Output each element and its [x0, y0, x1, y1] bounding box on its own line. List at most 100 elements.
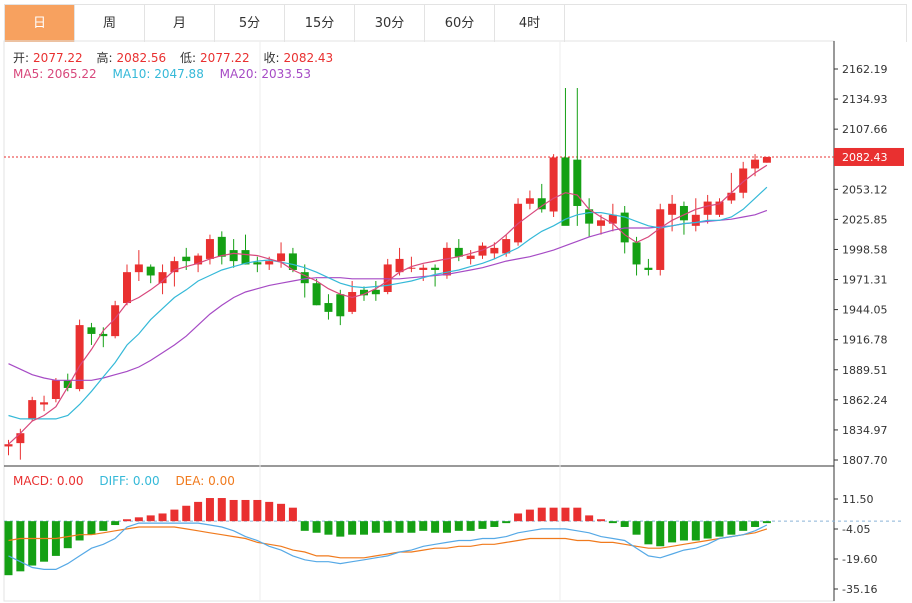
candle-body-12 [146, 266, 155, 276]
y-tick-label-10: 1862.24 [842, 394, 888, 407]
last-price-tag [834, 147, 904, 166]
candle-body-8 [99, 333, 108, 337]
macd-bar-44 [525, 509, 534, 522]
tab-month[interactable]: 月 [145, 5, 215, 42]
candle-body-30 [360, 289, 368, 296]
candle-body-23 [277, 253, 286, 262]
high-label: 高: [96, 51, 113, 65]
macd-bar-32 [383, 521, 392, 533]
macd-bar-55 [656, 521, 665, 547]
tab-30min[interactable]: 30分 [355, 5, 425, 42]
macd-bar-52 [620, 521, 629, 527]
macd-bar-16 [194, 501, 203, 522]
candle-body-24 [288, 253, 297, 270]
ma-readout: MA5: 2065.22 MA10: 2047.88 MA20: 2033.53 [13, 67, 315, 81]
y-tick-label-8: 1916.78 [842, 334, 888, 347]
high-value: 2082.56 [116, 51, 167, 65]
macd-bar-58 [691, 521, 700, 541]
y-tick-label-2: 2107.66 [842, 123, 888, 136]
macd-tick-label-1: -4.05 [842, 523, 870, 536]
macd-bar-6 [75, 521, 84, 541]
candle-body-59 [703, 201, 712, 215]
candle-body-18 [217, 236, 226, 257]
candle-body-35 [419, 267, 428, 270]
diff-line [8, 522, 768, 571]
candle-body-38 [454, 247, 463, 257]
candle-body-33 [395, 258, 404, 273]
tab-day[interactable]: 日 [5, 5, 75, 42]
macd-bar-36 [431, 521, 440, 533]
macd-bar-11 [134, 517, 143, 522]
macd-bar-22 [265, 501, 274, 522]
candle-body-4 [51, 380, 60, 400]
ma20-value: MA20: 2033.53 [219, 67, 311, 81]
macd-bar-2 [28, 521, 37, 566]
candle-body-19 [229, 250, 238, 262]
last-price-label: 2082.43 [842, 151, 888, 164]
dea-value: DEA: 0.00 [175, 474, 235, 488]
ohlc-readout: 开: 2077.22 高: 2082.56 低: 2077.22 收: 2082.43 [13, 49, 337, 66]
candle-body-60 [715, 201, 724, 215]
macd-bar-31 [371, 521, 380, 533]
tab-4hour[interactable]: 4时 [495, 5, 565, 42]
low-value: 2077.22 [200, 51, 250, 65]
macd-bar-27 [324, 521, 333, 535]
macd-bar-45 [537, 507, 546, 522]
candle-body-3 [40, 402, 49, 405]
macd-bar-26 [312, 521, 321, 533]
candle-body-44 [525, 198, 534, 204]
macd-tick-label-0: 11.50 [842, 493, 874, 506]
candle-body-22 [265, 261, 274, 265]
candle-body-61 [727, 192, 736, 201]
open-value: 2077.22 [33, 51, 83, 65]
candle-body-42 [502, 239, 511, 254]
macd-bar-1 [16, 521, 25, 572]
candle-body-29 [348, 292, 357, 312]
candle-body-54 [644, 267, 653, 270]
ma10-value: MA10: 2047.88 [112, 67, 204, 81]
macd-bar-15 [182, 505, 191, 522]
tab-15min[interactable]: 15分 [285, 5, 355, 42]
tab-60min[interactable]: 60分 [425, 5, 495, 42]
macd-bar-50 [597, 519, 605, 522]
macd-bar-54 [644, 521, 653, 545]
candle-body-7 [87, 327, 96, 334]
y-tick-label-4: 2025.85 [842, 213, 888, 226]
candle-body-45 [537, 198, 546, 210]
period-tab-bar: 日 周 月 5分 15分 30分 60分 4时 [4, 4, 907, 42]
candle-body-55 [656, 209, 665, 270]
macd-bar-21 [253, 499, 262, 522]
candle-body-58 [691, 214, 700, 226]
macd-value: MACD: 0.00 [13, 474, 84, 488]
candle-body-49 [585, 209, 594, 224]
macd-bar-3 [40, 521, 49, 562]
candle-body-14 [170, 261, 179, 273]
tab-5min[interactable]: 5分 [215, 5, 285, 42]
macd-bar-43 [514, 513, 523, 522]
macd-bar-13 [158, 513, 167, 522]
candle-body-36 [431, 267, 440, 270]
macd-bar-30 [360, 521, 368, 535]
macd-bar-10 [123, 519, 131, 522]
candle-body-0 [4, 444, 13, 447]
macd-bar-25 [300, 521, 309, 531]
tab-week[interactable]: 周 [75, 5, 145, 42]
candle-body-37 [442, 247, 451, 276]
candles [4, 87, 771, 460]
candle-body-51 [608, 214, 617, 224]
macd-bar-8 [99, 521, 108, 531]
candle-body-53 [632, 242, 641, 265]
candle-body-50 [597, 220, 605, 226]
candle-body-10 [123, 272, 131, 304]
macd-bar-29 [348, 521, 357, 535]
macd-bar-34 [407, 521, 416, 533]
macd-bar-42 [502, 521, 511, 524]
ma5-value: MA5: 2065.22 [13, 67, 97, 81]
candle-body-15 [182, 256, 191, 262]
candle-body-56 [668, 203, 677, 215]
macd-bar-62 [739, 521, 748, 531]
macd-bar-57 [679, 521, 688, 541]
macd-bar-35 [419, 521, 428, 531]
macd-bar-61 [727, 521, 736, 535]
